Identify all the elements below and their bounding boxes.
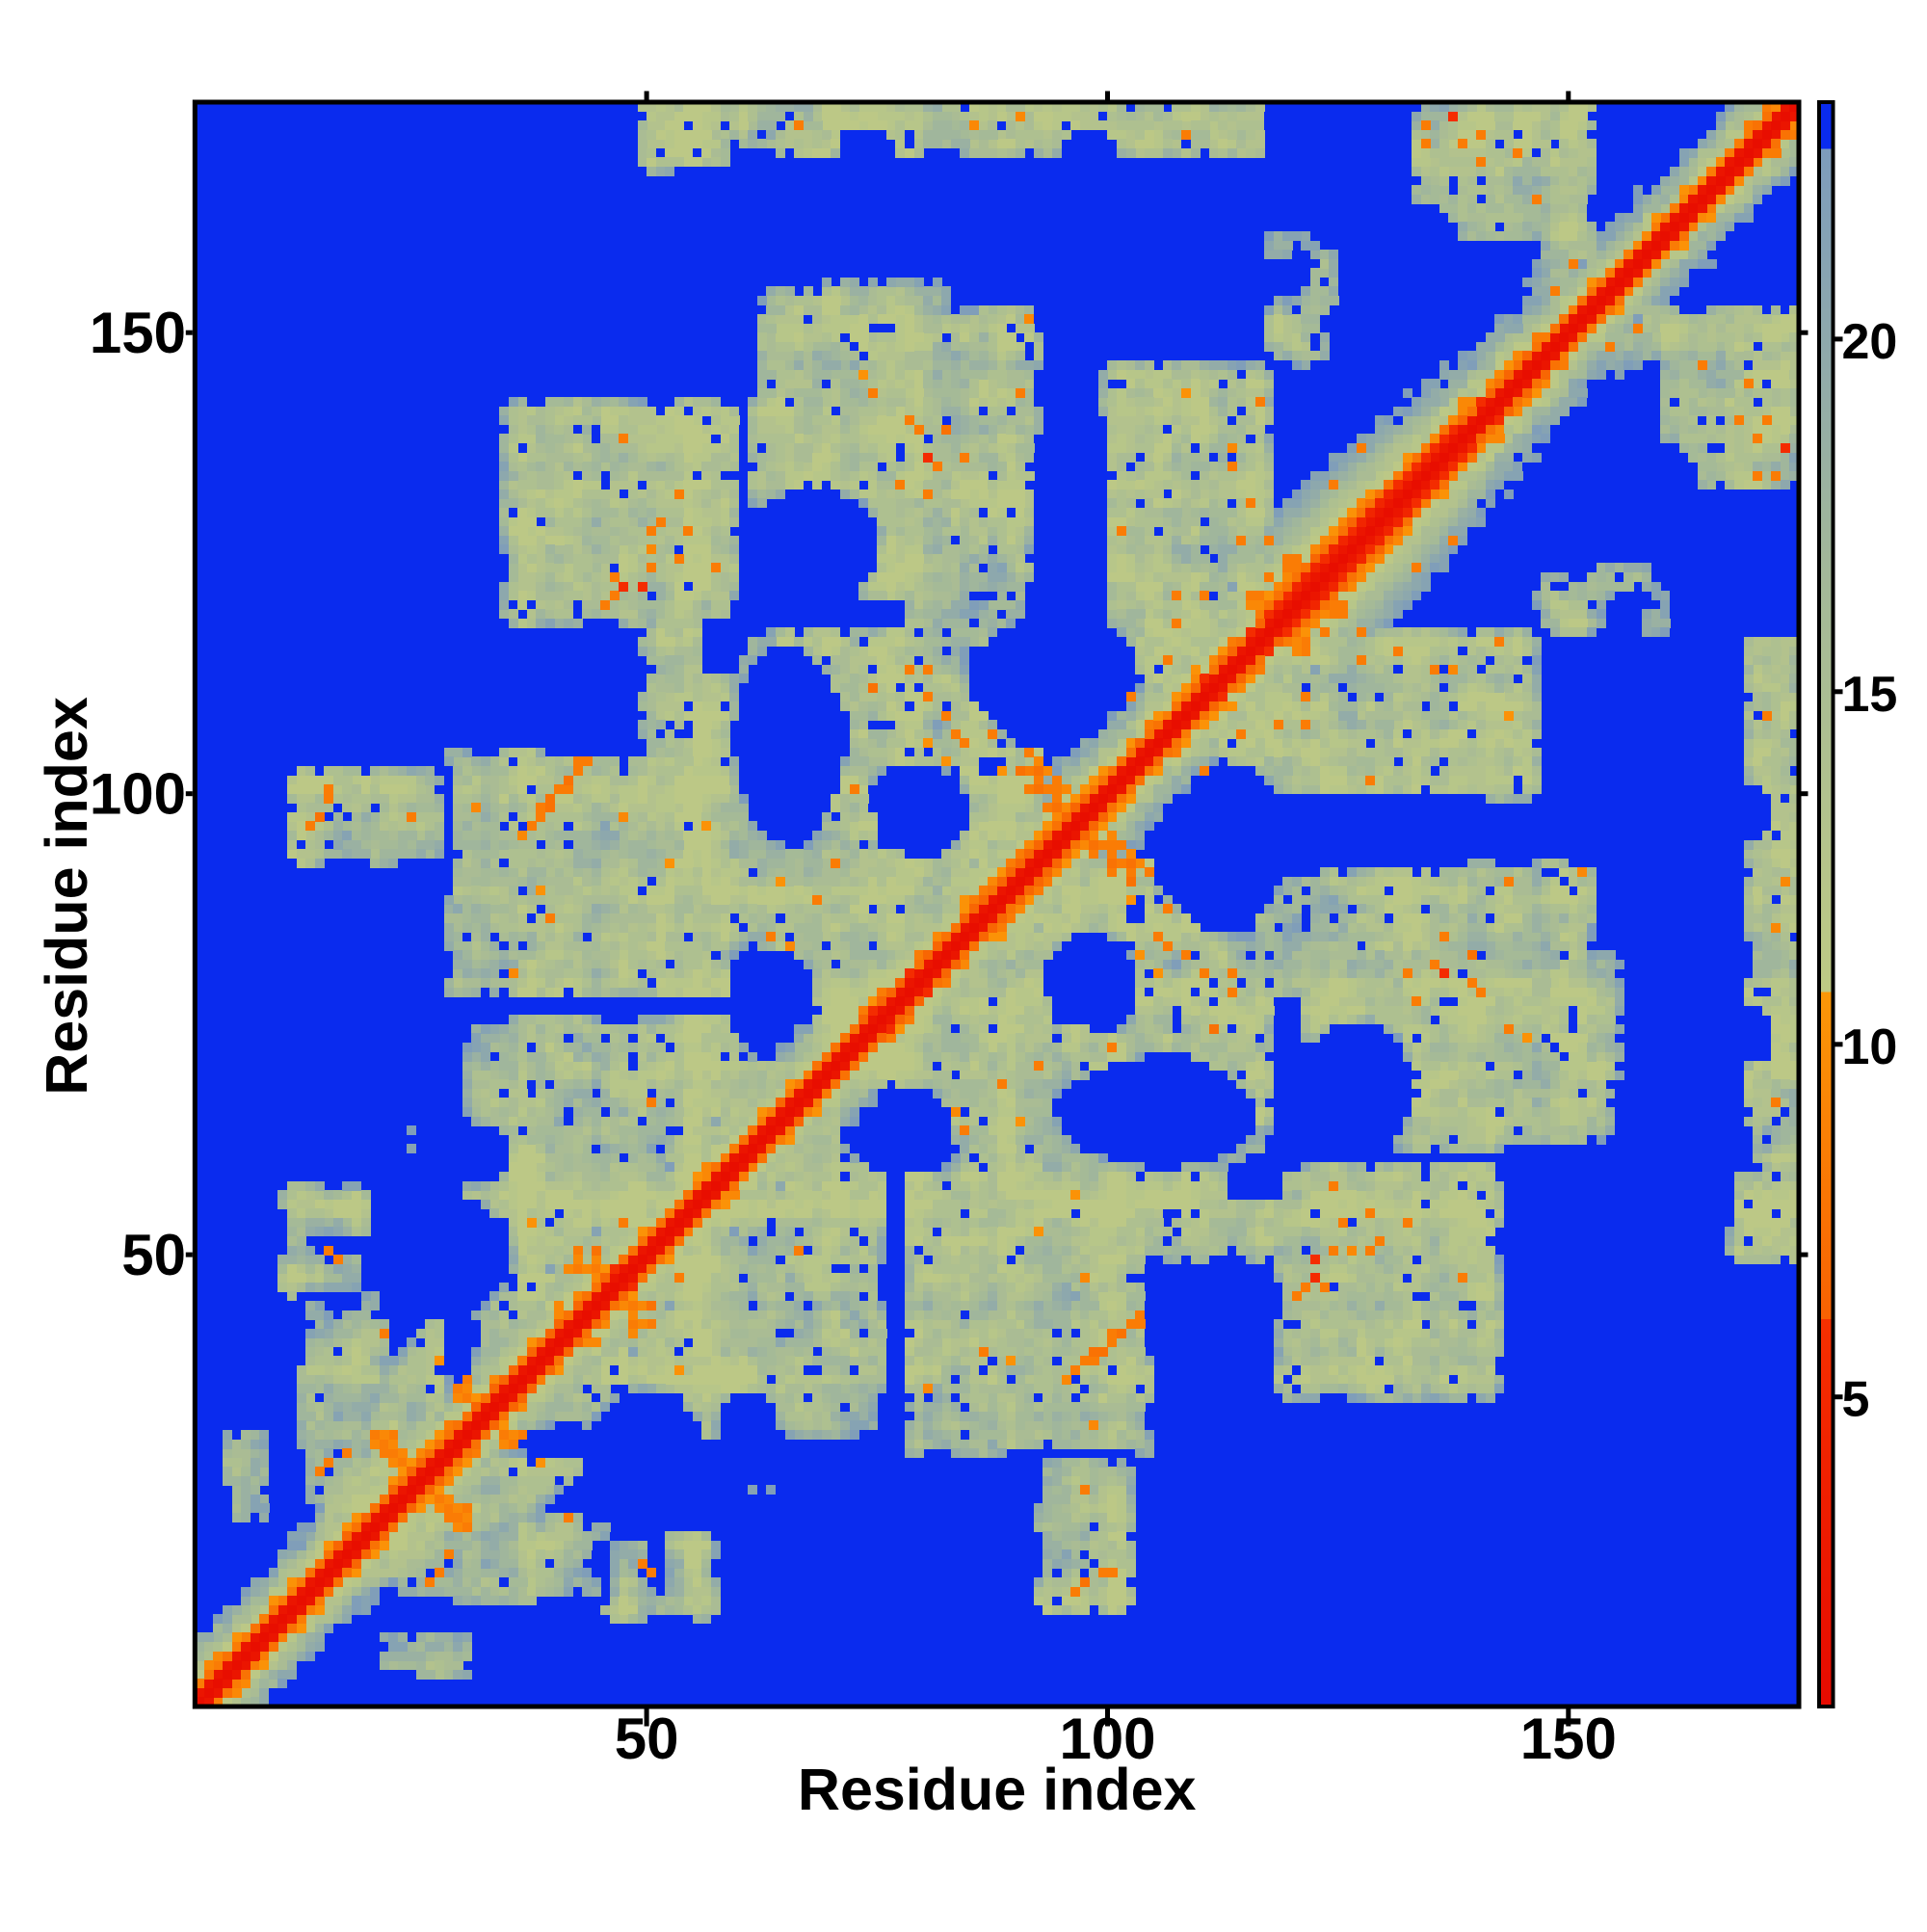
svg-text:50: 50 (615, 1707, 679, 1771)
svg-text:100: 100 (1059, 1707, 1155, 1771)
svg-text:100: 100 (90, 762, 186, 827)
svg-text:5: 5 (1842, 1372, 1870, 1428)
svg-text:15: 15 (1842, 667, 1898, 723)
svg-text:20: 20 (1842, 314, 1898, 370)
svg-text:150: 150 (90, 301, 186, 365)
svg-text:50: 50 (121, 1223, 186, 1287)
svg-text:10: 10 (1842, 1019, 1898, 1075)
svg-text:150: 150 (1520, 1707, 1617, 1771)
svg-text:Residue index: Residue index (34, 697, 99, 1096)
svg-text:Residue index: Residue index (798, 1757, 1197, 1822)
